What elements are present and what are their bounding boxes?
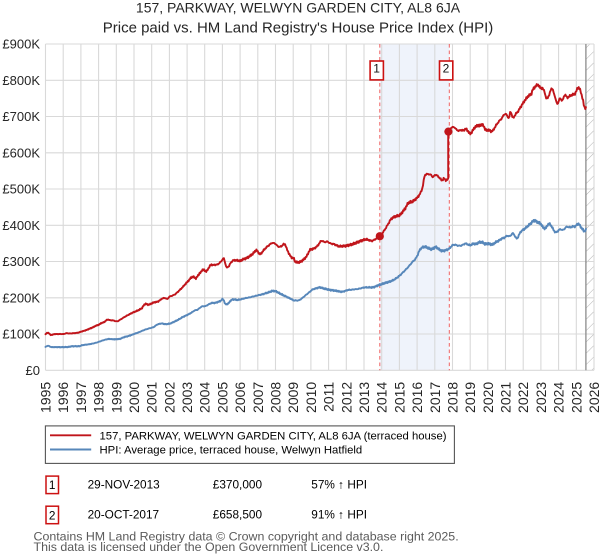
svg-text:1996: 1996: [55, 382, 71, 413]
svg-text:20-OCT-2017: 20-OCT-2017: [88, 507, 159, 521]
svg-text:2018: 2018: [445, 382, 461, 413]
svg-text:2013: 2013: [356, 382, 372, 413]
svg-text:2021: 2021: [498, 382, 514, 413]
svg-text:£400K: £400K: [2, 218, 40, 233]
svg-text:£900K: £900K: [2, 37, 40, 52]
svg-text:1998: 1998: [91, 382, 107, 413]
svg-text:2006: 2006: [232, 382, 248, 413]
svg-text:2004: 2004: [197, 382, 213, 413]
svg-text:2000: 2000: [126, 382, 142, 413]
svg-text:157, PARKWAY, WELWYN GARDEN CI: 157, PARKWAY, WELWYN GARDEN CITY, AL8 6J…: [136, 0, 461, 16]
svg-text:1999: 1999: [108, 382, 124, 413]
svg-text:£370,000: £370,000: [213, 477, 263, 491]
svg-text:57% ↑ HPI: 57% ↑ HPI: [311, 477, 367, 491]
svg-text:2024: 2024: [551, 382, 567, 413]
svg-text:91% ↑ HPI: 91% ↑ HPI: [311, 507, 367, 521]
svg-text:2023: 2023: [533, 382, 549, 413]
svg-text:2008: 2008: [268, 382, 284, 413]
svg-text:£300K: £300K: [2, 254, 40, 269]
svg-text:2003: 2003: [179, 382, 195, 413]
svg-text:£0: £0: [26, 363, 40, 378]
svg-text:2015: 2015: [391, 382, 407, 413]
svg-text:2001: 2001: [144, 382, 160, 413]
svg-text:£100K: £100K: [2, 327, 40, 342]
svg-text:2005: 2005: [214, 382, 230, 413]
svg-text:2016: 2016: [409, 382, 425, 413]
svg-text:2: 2: [49, 508, 56, 522]
svg-text:1995: 1995: [38, 382, 54, 413]
svg-text:Price paid vs. HM Land Registr: Price paid vs. HM Land Registry's House …: [103, 20, 494, 37]
svg-text:£600K: £600K: [2, 145, 40, 160]
svg-text:2011: 2011: [321, 382, 337, 412]
svg-text:1: 1: [373, 61, 380, 75]
svg-text:2012: 2012: [338, 382, 354, 413]
svg-text:1: 1: [49, 478, 56, 492]
svg-text:1997: 1997: [73, 382, 89, 413]
svg-text:£800K: £800K: [2, 73, 40, 88]
svg-text:This data is licensed under th: This data is licensed under the Open Gov…: [34, 540, 384, 554]
svg-text:2009: 2009: [285, 382, 301, 413]
svg-text:2020: 2020: [480, 382, 496, 413]
svg-text:2007: 2007: [250, 382, 266, 413]
svg-text:29-NOV-2013: 29-NOV-2013: [88, 477, 161, 491]
svg-text:2014: 2014: [374, 382, 390, 413]
svg-text:157, PARKWAY, WELWYN GARDEN CI: 157, PARKWAY, WELWYN GARDEN CITY, AL8 6J…: [100, 430, 447, 442]
svg-text:HPI: Average price, terraced h: HPI: Average price, terraced house, Welw…: [100, 445, 363, 457]
svg-text:Contains HM Land Registry data: Contains HM Land Registry data © Crown c…: [34, 529, 459, 543]
svg-text:2: 2: [443, 61, 450, 75]
svg-text:£500K: £500K: [2, 182, 40, 197]
svg-text:2019: 2019: [462, 382, 478, 413]
svg-text:£700K: £700K: [2, 109, 40, 124]
svg-text:2026: 2026: [586, 382, 600, 413]
svg-text:£200K: £200K: [2, 290, 40, 305]
svg-text:2025: 2025: [568, 382, 584, 413]
svg-text:2010: 2010: [303, 382, 319, 413]
svg-text:£658,500: £658,500: [213, 507, 263, 521]
svg-text:2022: 2022: [515, 382, 531, 413]
svg-text:2002: 2002: [161, 382, 177, 413]
svg-text:2017: 2017: [427, 382, 443, 413]
